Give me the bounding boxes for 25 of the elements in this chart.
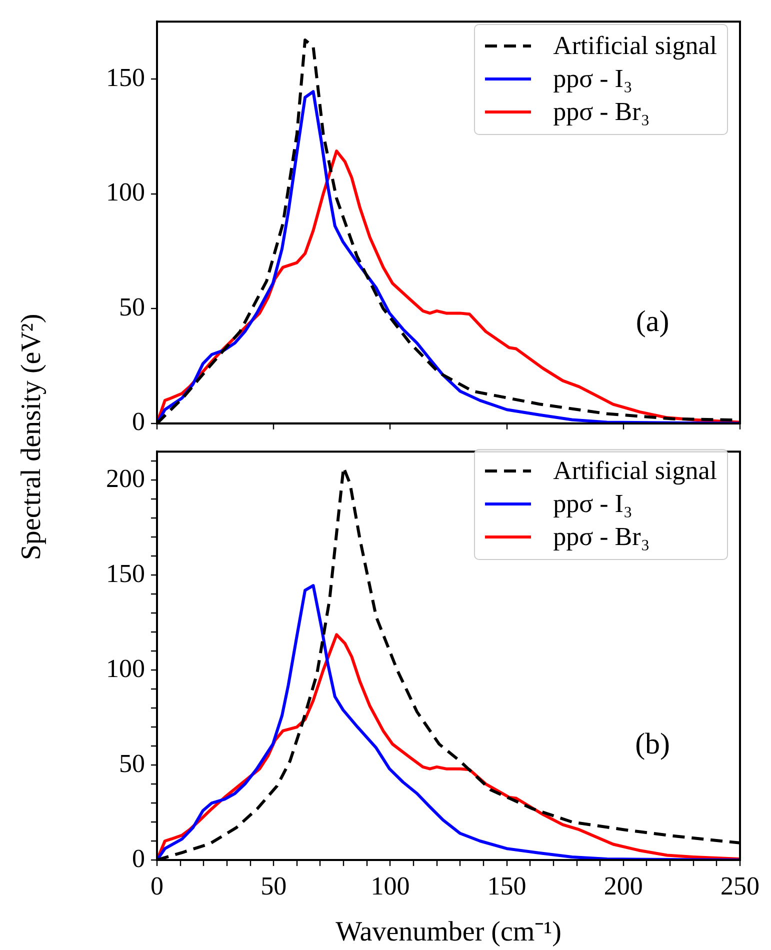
- y-tick-label: 50: [119, 748, 145, 778]
- y-axis-title: Spectral density (eV²): [16, 314, 48, 560]
- x-tick-label: 100: [370, 871, 410, 900]
- legend-label: Artificial signal: [553, 455, 717, 487]
- legend-label: ppσ - I₃: [553, 488, 632, 520]
- x-tick-label: 150: [487, 871, 526, 900]
- legend-label: ppσ - Br₃: [553, 96, 650, 128]
- y-tick-label: 100: [106, 654, 145, 683]
- x-tick-label: 200: [604, 871, 643, 900]
- y-tick-label: 200: [106, 464, 145, 493]
- legend-label: Artificial signal: [553, 30, 717, 62]
- y-tick-label: 150: [106, 558, 145, 588]
- legend-label: ppσ - I₃: [553, 63, 632, 95]
- y-tick-label: 150: [106, 62, 145, 92]
- x-tick-label: 250: [720, 871, 760, 900]
- y-tick-label: 50: [119, 292, 145, 322]
- legend-label: ppσ - Br₃: [553, 521, 650, 553]
- x-axis-title: Wavenumber (cm⁻¹): [336, 916, 562, 948]
- y-tick-label: 100: [106, 178, 145, 207]
- y-tick-label: 0: [132, 407, 145, 436]
- x-tick-label: 0: [150, 871, 164, 900]
- x-tick-label: 50: [260, 871, 287, 900]
- y-tick-label: 0: [132, 844, 145, 873]
- annotation: (b): [635, 728, 670, 761]
- annotation: (a): [636, 304, 670, 338]
